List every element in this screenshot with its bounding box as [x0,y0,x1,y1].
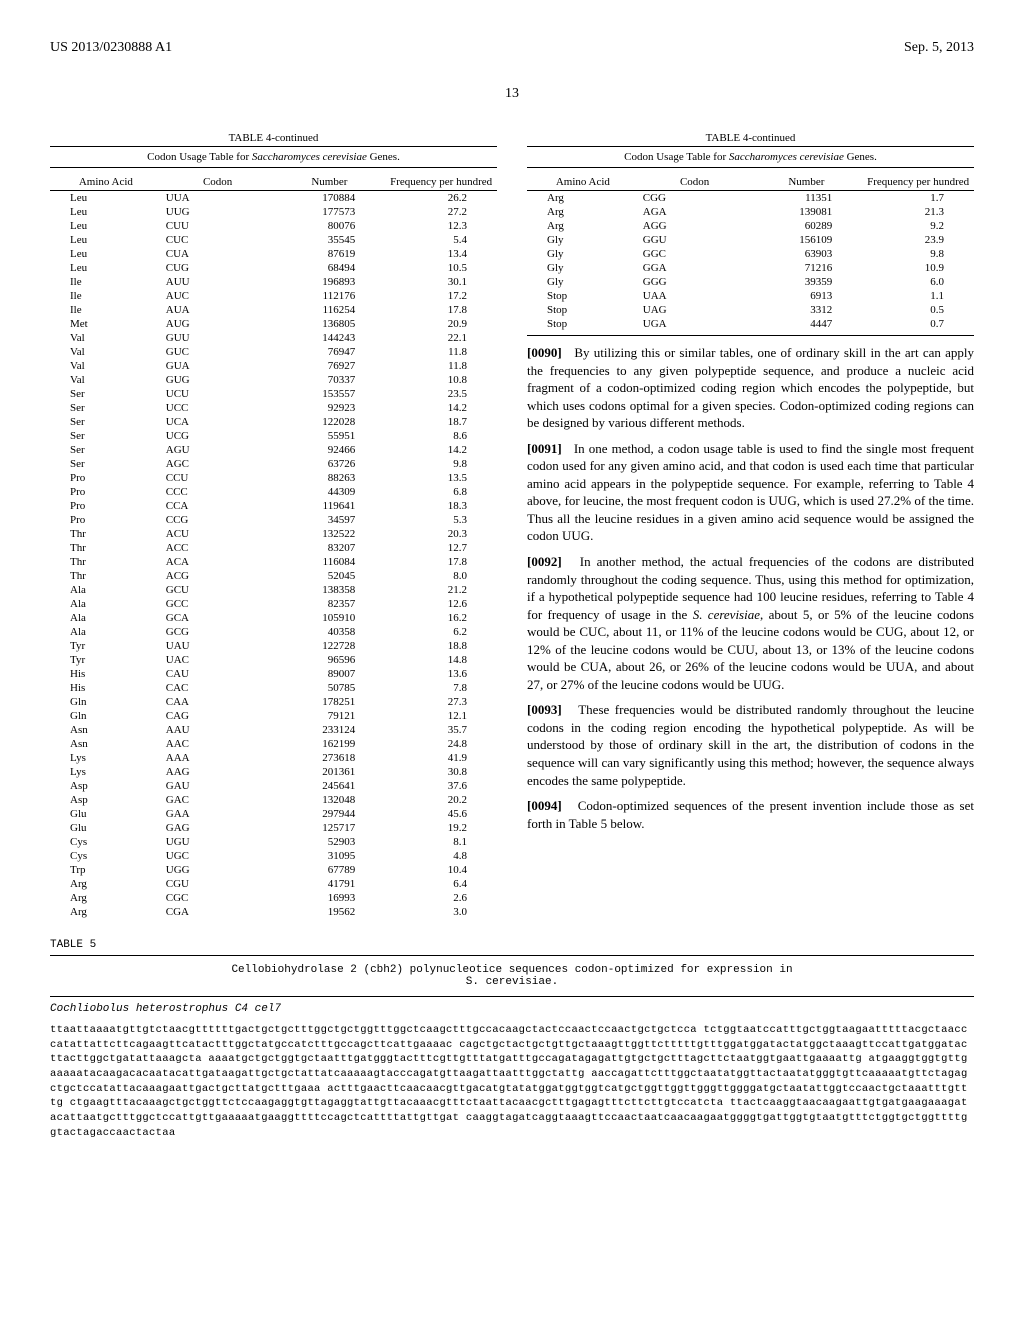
table-row: LeuUUG17757327.2 [50,205,497,219]
table4-right-subtitle: Codon Usage Table for Saccharomyces cere… [527,151,974,168]
right-column: TABLE 4-continued Codon Usage Table for … [527,132,974,919]
table-row: ProCCU8826313.5 [50,471,497,485]
table-row: LeuCUC355455.4 [50,233,497,247]
table-row: GlyGGC639039.8 [527,247,974,261]
table-row: StopUAA69131.1 [527,289,974,303]
table-row: LeuUUA17088426.2 [50,191,497,206]
col-codon: Codon [639,174,751,191]
table-row: StopUGA44470.7 [527,317,974,331]
table-row: AspGAU24564137.6 [50,779,497,793]
table-row: GluGAG12571719.2 [50,821,497,835]
table-row: ThrACG520458.0 [50,569,497,583]
para-number: [0093] [527,702,562,717]
col-codon: Codon [162,174,274,191]
table-row: AlaGCG403586.2 [50,625,497,639]
table-row: TrpUGG6778910.4 [50,863,497,877]
table-row: IleAUA11625417.8 [50,303,497,317]
table-row: LysAAG20136130.8 [50,765,497,779]
table5-species: Cochliobolus heterostrophus C4 cel7 [50,1003,974,1015]
table-row: SerUCG559518.6 [50,429,497,443]
table-row: ProCCG345975.3 [50,513,497,527]
table-row: ArgAGG602899.2 [527,219,974,233]
col-freq: Frequency per hundred [385,174,497,191]
col-number: Number [274,174,386,191]
table5-title: TABLE 5 [50,939,974,951]
codon-table-right: Amino Acid Codon Number Frequency per hu… [527,174,974,331]
table-row: ValGUU14424322.1 [50,331,497,345]
para-number: [0090] [527,345,562,360]
table4-left-title: TABLE 4-continued [50,132,497,144]
table-row: AlaGCA10591016.2 [50,611,497,625]
table-row: LeuCUG6849410.5 [50,261,497,275]
table-row: LysAAA27361841.9 [50,751,497,765]
paragraph: [0091] In one method, a codon usage tabl… [527,440,974,545]
publication-date: Sep. 5, 2013 [904,40,974,56]
table-row: GlyGGG393596.0 [527,275,974,289]
paragraph: [0094] Codon-optimized sequences of the … [527,797,974,832]
codon-table-left: Amino Acid Codon Number Frequency per hu… [50,174,497,919]
table-row: GlnCAA17825127.3 [50,695,497,709]
paragraph: [0092] In another method, the actual fre… [527,553,974,693]
left-column: TABLE 4-continued Codon Usage Table for … [50,132,497,919]
table-row: ValGUC7694711.8 [50,345,497,359]
table-row: GlnCAG7912112.1 [50,709,497,723]
table-row: ThrACC8320712.7 [50,541,497,555]
table-row: ValGUG7033710.8 [50,373,497,387]
table-row: AsnAAU23312435.7 [50,723,497,737]
para-number: [0094] [527,798,562,813]
para-number: [0092] [527,554,562,569]
table-row: SerUCA12202818.7 [50,415,497,429]
table-row: ArgCGC169932.6 [50,891,497,905]
col-amino: Amino Acid [527,174,639,191]
table-row: ProCCC443096.8 [50,485,497,499]
table-row: AlaGCU13835821.2 [50,583,497,597]
table-row: CysUGC310954.8 [50,849,497,863]
table4-right-title: TABLE 4-continued [527,132,974,144]
table-row: CysUGU529038.1 [50,835,497,849]
table-row: ThrACA11608417.8 [50,555,497,569]
table5-section: TABLE 5 Cellobiohydrolase 2 (cbh2) polyn… [50,939,974,1141]
table-row: AsnAAC16219924.8 [50,737,497,751]
table-row: GlyGGA7121610.9 [527,261,974,275]
table-row: SerAGC637269.8 [50,457,497,471]
table-row: GlyGGU15610923.9 [527,233,974,247]
table-row: ArgAGA13908121.3 [527,205,974,219]
paragraph: [0093] These frequencies would be distri… [527,701,974,789]
table-row: ArgCGA195623.0 [50,905,497,919]
col-number: Number [751,174,863,191]
table-row: SerUCU15355723.5 [50,387,497,401]
sequence-block: ttaattaaaatgttgtctaacgttttttgactgctgcttt… [50,1023,974,1141]
table-row: ArgCGU417916.4 [50,877,497,891]
table4-left-subtitle: Codon Usage Table for Saccharomyces cere… [50,151,497,168]
table5-caption: Cellobiohydrolase 2 (cbh2) polynucleotic… [50,960,974,992]
table-row: ArgCGG113511.7 [527,191,974,206]
table-row: ProCCA11964118.3 [50,499,497,513]
table-row: ValGUA7692711.8 [50,359,497,373]
table-row: GluGAA29794445.6 [50,807,497,821]
page-header: US 2013/0230888 A1 Sep. 5, 2013 [50,40,974,56]
table-row: AlaGCC8235712.6 [50,597,497,611]
table-row: IleAUC11217617.2 [50,289,497,303]
table-row: TyrUAC9659614.8 [50,653,497,667]
col-amino: Amino Acid [50,174,162,191]
col-freq: Frequency per hundred [862,174,974,191]
table-row: HisCAC507857.8 [50,681,497,695]
publication-number: US 2013/0230888 A1 [50,40,172,56]
table-row: LeuCUA8761913.4 [50,247,497,261]
table-row: SerAGU9246614.2 [50,443,497,457]
table-row: LeuCUU8007612.3 [50,219,497,233]
table-row: AspGAC13204820.2 [50,793,497,807]
paragraph: [0090] By utilizing this or similar tabl… [527,344,974,432]
table-row: MetAUG13680520.9 [50,317,497,331]
table-row: StopUAG33120.5 [527,303,974,317]
table-row: IleAUU19689330.1 [50,275,497,289]
table-row: HisCAU8900713.6 [50,667,497,681]
table-row: TyrUAU12272818.8 [50,639,497,653]
page-number: 13 [50,86,974,102]
table-row: SerUCC9292314.2 [50,401,497,415]
para-number: [0091] [527,441,562,456]
body-paragraphs: [0090] By utilizing this or similar tabl… [527,344,974,832]
table-row: ThrACU13252220.3 [50,527,497,541]
